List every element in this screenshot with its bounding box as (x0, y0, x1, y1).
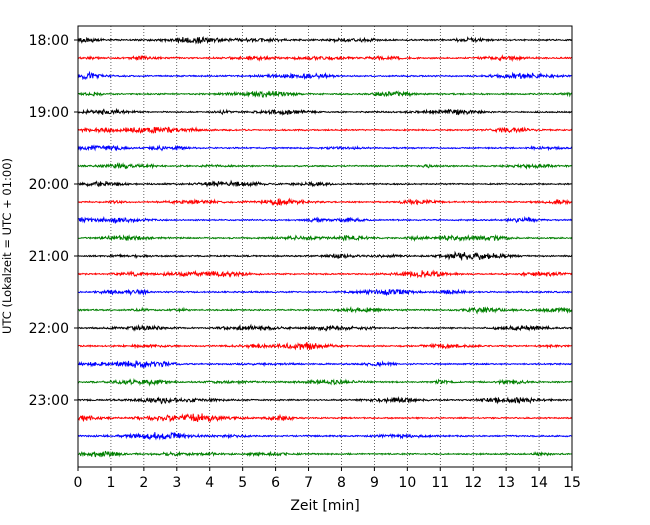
x-tick-label: 12 (464, 475, 482, 491)
trace-line (77, 396, 573, 405)
trace-layer (77, 36, 573, 458)
trace-line (77, 360, 573, 369)
plot-frame (77, 25, 573, 468)
x-axis-ticks: 0 1 2 3 4 5 6 7 8 9 10 11 12 13 14 15 (74, 467, 581, 491)
trace-line (77, 306, 573, 315)
trace-line (77, 341, 573, 351)
trace-line (77, 179, 573, 188)
trace-line (77, 378, 573, 387)
trace-line (77, 162, 573, 170)
x-tick-label: 0 (74, 475, 83, 491)
x-tick-label: 13 (497, 475, 515, 491)
x-tick-label: 5 (238, 475, 247, 491)
trace-line (77, 288, 573, 297)
trace-line (77, 413, 573, 423)
x-tick-label: 8 (337, 475, 346, 491)
x-axis-label: Zeit [min] (290, 498, 359, 514)
x-tick-label: 1 (106, 475, 115, 491)
trace-line (77, 197, 573, 207)
trace-line (77, 90, 573, 99)
trace-line (77, 431, 573, 441)
trace-line (77, 250, 573, 262)
trace-line (77, 54, 573, 62)
trace-line (77, 215, 573, 225)
x-tick-label: 4 (205, 475, 214, 491)
x-tick-label: 10 (398, 475, 416, 491)
y-tick-label: 21:00 (29, 249, 69, 265)
x-tick-label: 6 (271, 475, 280, 491)
trace-line (77, 70, 573, 81)
trace-line (77, 269, 573, 279)
y-tick-label: 19:00 (29, 105, 69, 121)
x-tick-label: 7 (304, 475, 313, 491)
y-axis-ticks: 18:00 19:00 20:00 21:00 22:00 23:00 (29, 33, 78, 409)
trace-line (77, 233, 573, 242)
trace-line (77, 144, 573, 152)
x-tick-label: 9 (370, 475, 379, 491)
trace-line (77, 107, 573, 116)
y-tick-label: 20:00 (29, 177, 69, 193)
x-tick-label: 3 (172, 475, 181, 491)
x-tick-label: 11 (431, 475, 449, 491)
y-tick-label: 22:00 (29, 321, 69, 337)
y-tick-label: 18:00 (29, 33, 69, 49)
y-axis-label: UTC (Lokalzeit = UTC + 01:00) (0, 158, 14, 334)
x-tick-label: 2 (139, 475, 148, 491)
trace-line (77, 126, 573, 134)
y-tick-label: 23:00 (29, 393, 69, 409)
trace-line (77, 323, 573, 332)
trace-line (77, 450, 573, 458)
x-tick-label: 14 (530, 475, 548, 491)
x-tick-label: 15 (563, 475, 581, 491)
trace-line (77, 36, 573, 45)
